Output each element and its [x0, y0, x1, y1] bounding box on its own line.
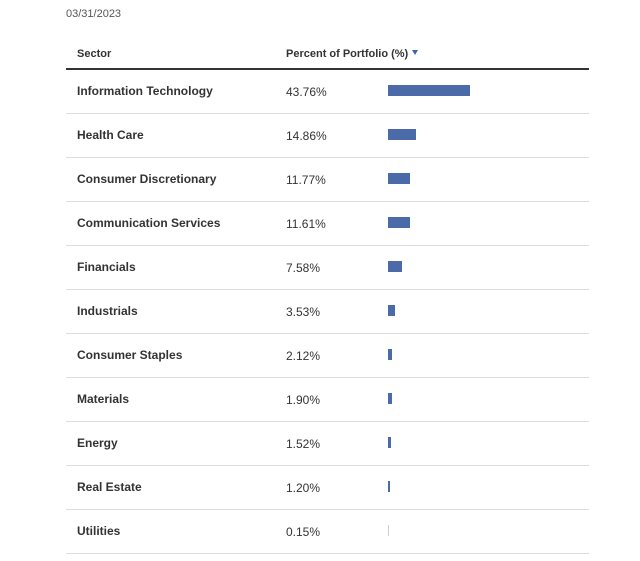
table-row: Information Technology 43.76% — [66, 70, 589, 114]
percent-bar — [388, 437, 391, 448]
sector-percent: 1.20% — [286, 481, 321, 495]
percent-bar — [388, 85, 470, 96]
table-row: Real Estate 1.20% — [66, 466, 589, 510]
percent-column-header[interactable]: Percent of Portfolio (%) — [286, 48, 419, 60]
sector-column-header: Sector — [77, 48, 112, 60]
percent-bar — [388, 305, 395, 316]
sector-percent: 1.52% — [286, 437, 321, 451]
sector-name: Consumer Discretionary — [77, 172, 217, 186]
table-row: Utilities 0.15% — [66, 510, 589, 554]
sector-percent: 3.53% — [286, 305, 321, 319]
percent-bar — [388, 261, 403, 272]
table-row: Health Care 14.86% — [66, 114, 589, 158]
sector-percent: 11.61% — [286, 217, 326, 231]
percent-bar — [388, 481, 391, 492]
sector-name: Materials — [77, 392, 130, 406]
sector-name: Information Technology — [77, 84, 213, 98]
table-row: Materials 1.90% — [66, 378, 589, 422]
sector-name: Real Estate — [77, 480, 142, 494]
sector-percent: 43.76% — [286, 85, 327, 99]
percent-bar — [388, 393, 392, 404]
table-row: Communication Services 11.61% — [66, 202, 589, 246]
sector-name: Energy — [77, 436, 118, 450]
sector-allocation-table: Sector Percent of Portfolio (%) Informat… — [66, 40, 589, 554]
sector-name: Health Care — [77, 128, 144, 142]
sector-name: Consumer Staples — [77, 348, 183, 362]
percent-bar — [388, 173, 411, 184]
sector-percent: 1.90% — [286, 393, 321, 407]
table-header: Sector Percent of Portfolio (%) — [66, 40, 589, 70]
percent-bar — [388, 217, 410, 228]
sector-name: Utilities — [77, 524, 121, 538]
sector-percent: 0.15% — [286, 525, 321, 539]
sector-name: Communication Services — [77, 216, 221, 230]
caret-down-icon[interactable] — [412, 50, 419, 55]
table-row: Industrials 3.53% — [66, 290, 589, 334]
sector-percent: 7.58% — [286, 261, 321, 275]
percent-bar — [388, 129, 416, 140]
sector-percent: 11.77% — [286, 173, 326, 187]
sector-percent: 14.86% — [286, 129, 327, 143]
table-body: Information Technology 43.76% Health Care 1… — [66, 70, 589, 554]
table-row: Consumer Discretionary 11.77% — [66, 158, 589, 202]
sector-name: Industrials — [77, 304, 138, 318]
percent-bar — [388, 525, 389, 536]
percent-column-header-label: Percent of Portfolio (%) — [286, 48, 409, 60]
percent-bar — [388, 349, 392, 360]
table-row: Consumer Staples 2.12% — [66, 334, 589, 378]
table-row: Financials 7.58% — [66, 246, 589, 290]
sector-percent: 2.12% — [286, 349, 321, 363]
sector-name: Financials — [77, 260, 136, 274]
table-row: Energy 1.52% — [66, 422, 589, 466]
as-of-date: 03/31/2023 — [66, 8, 122, 20]
